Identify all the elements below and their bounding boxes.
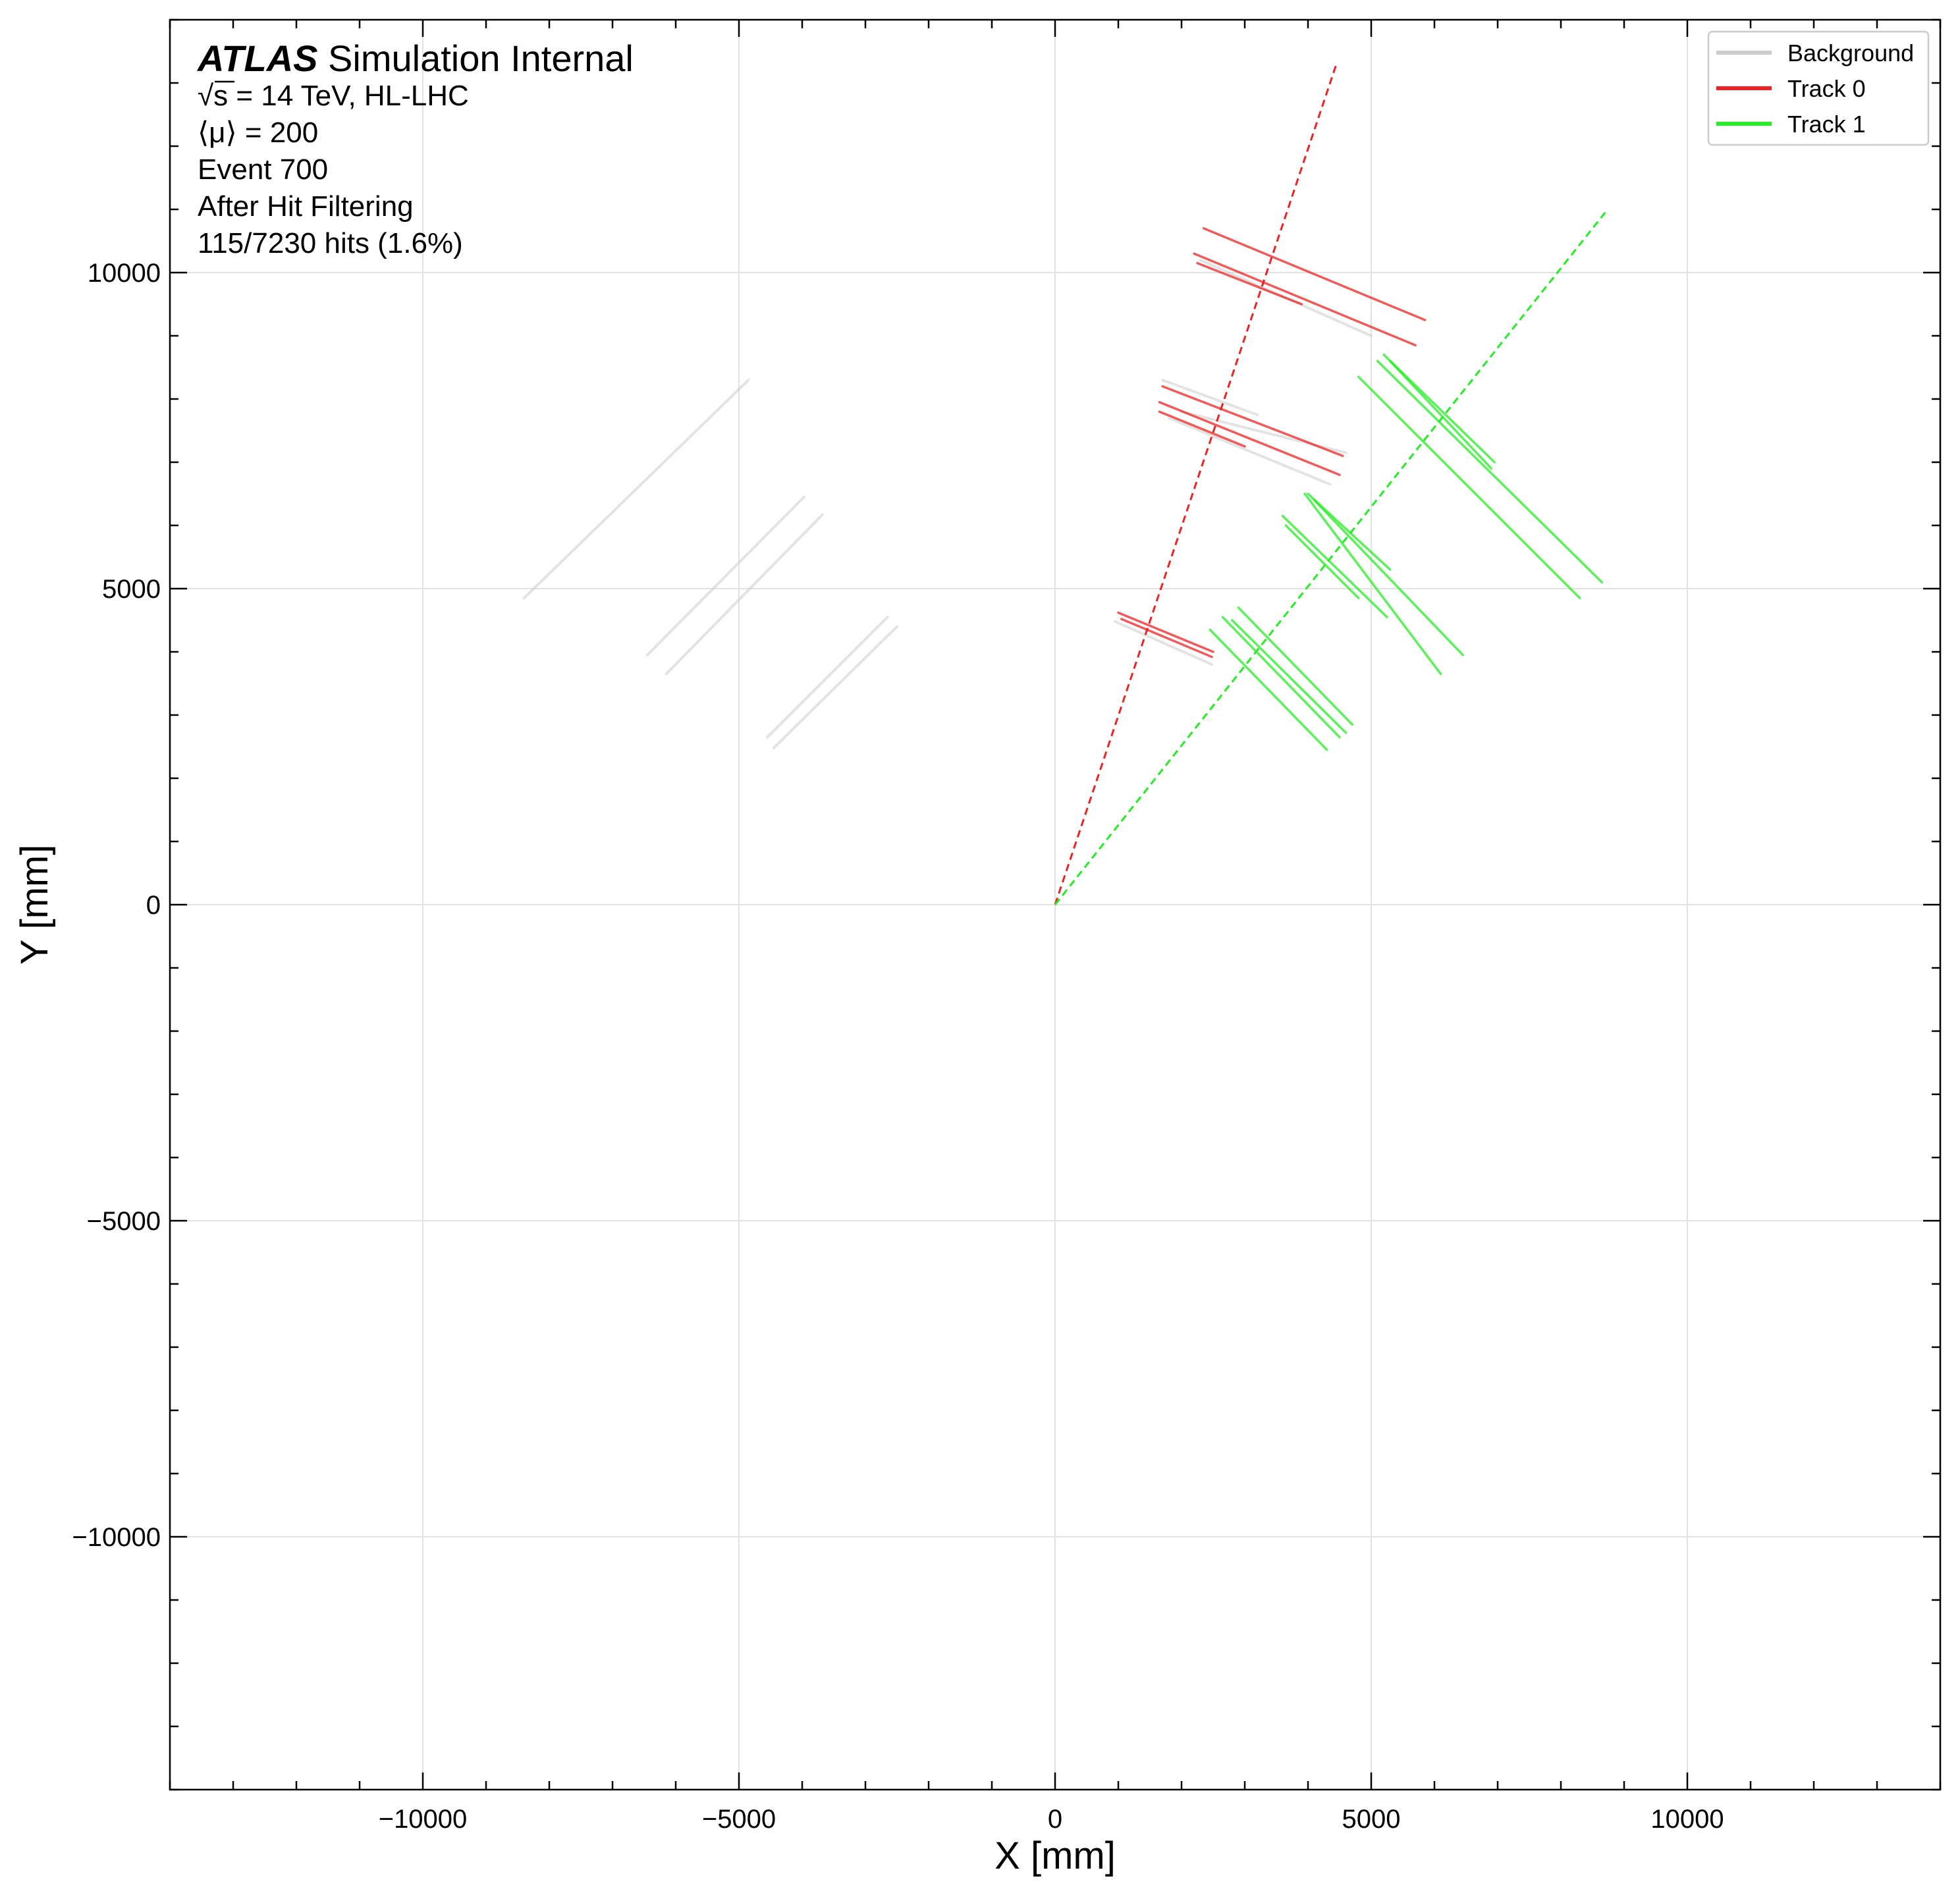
hit-segment-1-5 (1161, 385, 1344, 458)
brand-label: ATLAS (196, 38, 318, 79)
hit-segment-1-7 (1158, 410, 1246, 448)
hit-segment-0-3 (766, 616, 889, 739)
hit-segment-2-2 (1231, 619, 1348, 734)
x-tick-label: −5000 (702, 1805, 776, 1834)
pileup-label: ⟨μ⟩ = 200 (198, 117, 318, 149)
y-axis-label: Y [mm] (13, 845, 56, 965)
legend: Background Track 0 Track 1 (1707, 30, 1930, 146)
hit-segment-0-5 (1114, 620, 1214, 666)
x-tick-label: −10000 (379, 1805, 468, 1834)
x-tick-label: 0 (1048, 1805, 1062, 1834)
hit-segment-2-7 (1313, 498, 1464, 656)
plot-annotation: ATLAS Simulation Internal √s = 14 TeV, H… (196, 38, 634, 259)
grid (170, 20, 1940, 1790)
hit-segment-2-8 (1307, 493, 1392, 571)
legend-box (1707, 30, 1930, 146)
hit-segment-2-1 (1221, 616, 1341, 739)
hit-segment-1-1 (1120, 618, 1213, 658)
track-trajectory-1 (1054, 63, 1338, 905)
hit-segment-2-10 (1376, 360, 1604, 584)
hit-segment-2-6 (1303, 493, 1442, 676)
hit-segment-2-12 (1389, 360, 1493, 470)
x-axis-label: X [mm] (994, 1834, 1116, 1877)
legend-entry-track-0: Track 0 (1787, 75, 1866, 102)
legend-entry-track-1: Track 1 (1787, 111, 1866, 138)
hit-segment-0-8 (1167, 416, 1332, 486)
plot-title: ATLAS Simulation Internal (196, 38, 634, 79)
hits-label: 115/7230 hits (1.6%) (198, 227, 463, 259)
x-tick-label: 5000 (1342, 1805, 1401, 1834)
y-tick-label: 10000 (88, 259, 161, 288)
hit-segment-0-4 (772, 625, 898, 749)
series-1 (1054, 63, 1427, 905)
hit-segment-2-5 (1284, 524, 1360, 600)
hit-segment-2-4 (1281, 514, 1388, 618)
hit-segment-1-3 (1193, 252, 1417, 347)
hit-segment-1-4 (1196, 261, 1303, 306)
hit-segment-2-3 (1237, 606, 1353, 726)
hit-segment-0-0 (522, 379, 750, 600)
hit-segment-0-1 (645, 495, 805, 656)
track-trajectory-2 (1054, 211, 1606, 905)
y-tick-label: 5000 (102, 575, 161, 604)
hit-segment-1-6 (1158, 401, 1341, 476)
stage-label: After Hit Filtering (198, 190, 414, 223)
hit-segment-0-6 (1161, 379, 1259, 416)
title-rest: Simulation Internal (318, 38, 634, 79)
axis-ticks (169, 18, 1942, 1791)
hit-segment-2-0 (1209, 628, 1328, 751)
tick-labels: −10000 −5000 0 5000 10000 −10000 −5000 0 5000 100… (72, 259, 1724, 1834)
series-0 (522, 258, 1373, 749)
event-label: Event 700 (198, 153, 328, 186)
hit-segment-0-2 (665, 513, 824, 676)
y-tick-label: 0 (146, 891, 161, 920)
hit-segment-1-2 (1202, 227, 1427, 321)
x-tick-label: 10000 (1650, 1805, 1724, 1834)
y-tick-label: −5000 (87, 1207, 161, 1236)
plot-area (522, 63, 1606, 905)
hit-segment-2-9 (1357, 375, 1581, 600)
series-2 (1054, 211, 1606, 905)
hit-segment-1-0 (1117, 611, 1214, 653)
y-tick-label: −10000 (72, 1523, 161, 1552)
energy-label: √s = 14 TeV, HL-LHC (198, 80, 469, 112)
legend-entry-background: Background (1787, 40, 1914, 67)
